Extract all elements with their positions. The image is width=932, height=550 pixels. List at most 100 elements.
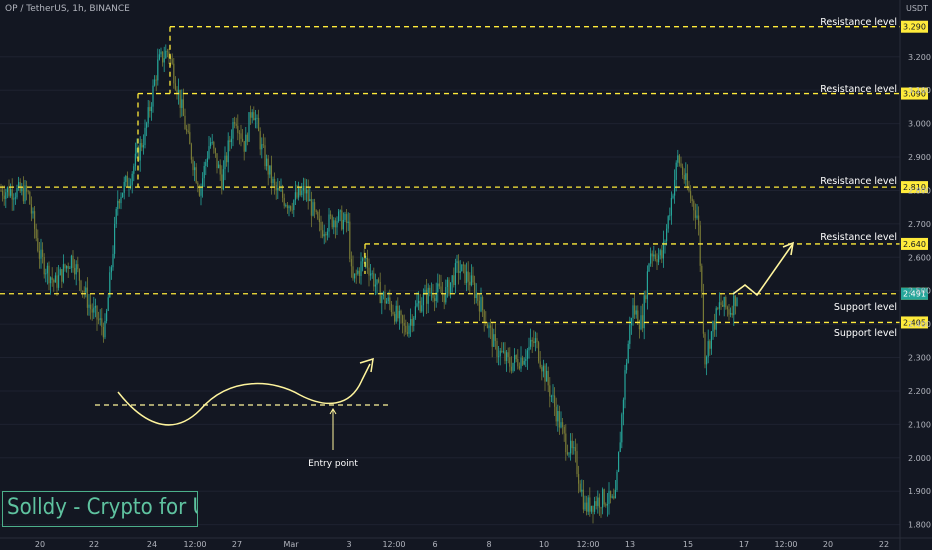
x-tick-label: 3 [346,540,351,549]
candle-body [318,218,320,223]
candle-body [402,315,404,324]
candle-body [578,474,580,484]
candle-body [123,181,125,193]
candle-body [102,326,104,338]
candle-body [496,340,498,357]
candle-body [355,273,357,275]
price-axis: 3.200 3.100 3.000 2.900 2.800 2.700 2.600 2.500… [899,0,931,550]
candle-body [115,209,117,224]
candle-body [504,351,506,361]
candle-body [182,99,184,116]
candle-body [554,395,556,407]
candle-body [403,323,405,326]
candle-body [715,308,717,330]
candle-body [317,211,319,219]
candle-body [24,185,26,202]
candle-body [254,118,256,121]
candle-body [587,497,589,512]
candle-body [112,253,114,268]
candle-body [6,187,8,193]
candle-body [131,173,133,185]
candle-body [432,292,434,299]
candle-body [138,147,140,161]
candle-body [171,59,173,64]
candle-body [594,501,596,512]
candle-body [150,106,152,112]
candle-body [571,440,573,449]
candle-body [528,346,530,351]
candle-body [491,327,493,347]
candle-body [203,165,205,179]
candle-body [3,195,5,199]
candle-body [733,295,735,316]
candle-body [662,242,664,259]
candle-body [502,351,504,353]
candle-body [525,358,527,361]
candle-body [38,250,40,259]
candle-body [626,362,628,371]
candle-body [565,433,567,453]
candle-body [566,452,568,455]
candle-body [382,292,384,296]
candle-body [406,332,408,334]
candle-body [269,165,271,175]
candle-body [67,266,69,269]
candle-body [371,273,373,275]
candle-body [270,165,272,184]
candle-body [187,130,189,133]
candle-body [586,502,588,512]
price-tag [901,181,928,194]
candle-body [438,283,440,287]
candle-body [363,258,365,260]
candle-body [541,367,543,372]
candle-body [422,294,424,306]
candle-body [77,264,79,270]
candle-body [298,187,300,198]
candle-body [218,164,220,169]
candle-body [730,313,732,315]
candle-body [642,315,644,329]
candle-body [515,355,517,359]
candle-body [643,295,645,329]
candle-body [702,291,704,334]
candle-body [373,273,375,287]
candle-body [78,269,80,281]
candle-body [309,199,311,202]
candle-body [14,197,16,199]
candle-body [339,210,341,212]
candle-body [272,179,274,184]
candle-body [301,190,303,196]
candle-body [248,112,250,142]
candle-body [614,489,616,499]
candle-body [214,148,216,154]
y-tick-label: 2.300 [908,354,931,363]
candle-body [54,275,56,283]
forecast-arrow-head [782,241,795,256]
candle-body [629,325,631,344]
candle-body [616,471,618,490]
candle-body [462,264,464,266]
current-price-tag [901,287,928,300]
candle-body [74,267,76,275]
candle-body [157,59,159,81]
candle-body [190,144,192,160]
candle-body [693,201,695,211]
candle-body [133,166,135,174]
candle-body [344,213,346,220]
candle-body [27,191,29,193]
candle-body [405,325,407,333]
candle-body [93,307,95,313]
candle-body [322,230,324,237]
candle-body [677,155,679,163]
candle-body [394,314,396,322]
candle-body [357,270,359,274]
candle-body [562,422,564,427]
candle-body [659,250,661,256]
candle-body [219,164,221,175]
candle-body [61,269,63,282]
candle-body [341,210,343,230]
candle-body [91,309,93,313]
candle-body [440,286,442,293]
candle-body [475,293,477,299]
